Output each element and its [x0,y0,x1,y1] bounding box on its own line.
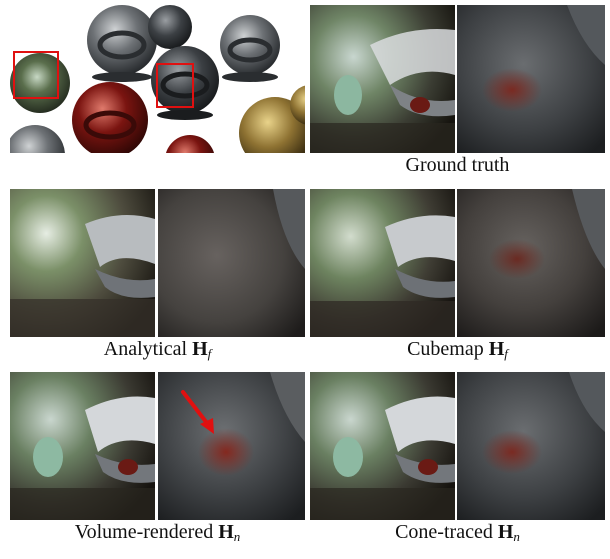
caption-analytical-prefix: Analytical [103,338,188,360]
volume-rendered-crop-env [10,372,155,520]
arrow-head [200,418,214,434]
caption-volume-rendered-prefix: Volume-rendered [74,521,214,543]
caption-cubemap-symbol: H [488,338,505,360]
caption-volume-rendered: Volume-rendered Hn [10,521,305,548]
cubemap-crop-sphere [457,189,605,337]
caption-ground-truth: Ground truth [310,154,605,176]
caption-cone-traced: Cone-traced Hn [310,521,605,548]
caption-analytical-subscript: f [207,346,212,361]
arrow-indicator [181,390,212,429]
analytical-crop-sphere [158,189,305,337]
caption-cone-traced-symbol: H [497,521,514,543]
caption-ground-truth-text: Ground truth [405,154,510,176]
overview-scene-image [10,5,305,153]
cubemap-crop-env [310,189,455,337]
caption-cone-traced-subscript: n [513,529,520,544]
caption-analytical-symbol: H [192,338,208,360]
cone-traced-crop-sphere [457,372,605,520]
volume-rendered-crop-sphere [158,372,305,520]
caption-cone-traced-prefix: Cone-traced [395,521,493,543]
ground-truth-crop-env [310,5,455,153]
caption-cubemap-prefix: Cubemap [407,338,484,360]
ground-truth-crop-sphere [457,5,605,153]
caption-volume-rendered-symbol: H [218,521,234,543]
caption-volume-rendered-subscript: n [233,529,241,544]
caption-analytical: Analytical Hf [10,338,305,365]
caption-cubemap-subscript: f [504,346,508,361]
inset-box-left [13,51,59,99]
analytical-crop-env [10,189,155,337]
inset-box-right [156,63,194,108]
caption-cubemap: Cubemap Hf [310,338,605,365]
cone-traced-crop-env [310,372,455,520]
overview-scene [10,5,305,153]
